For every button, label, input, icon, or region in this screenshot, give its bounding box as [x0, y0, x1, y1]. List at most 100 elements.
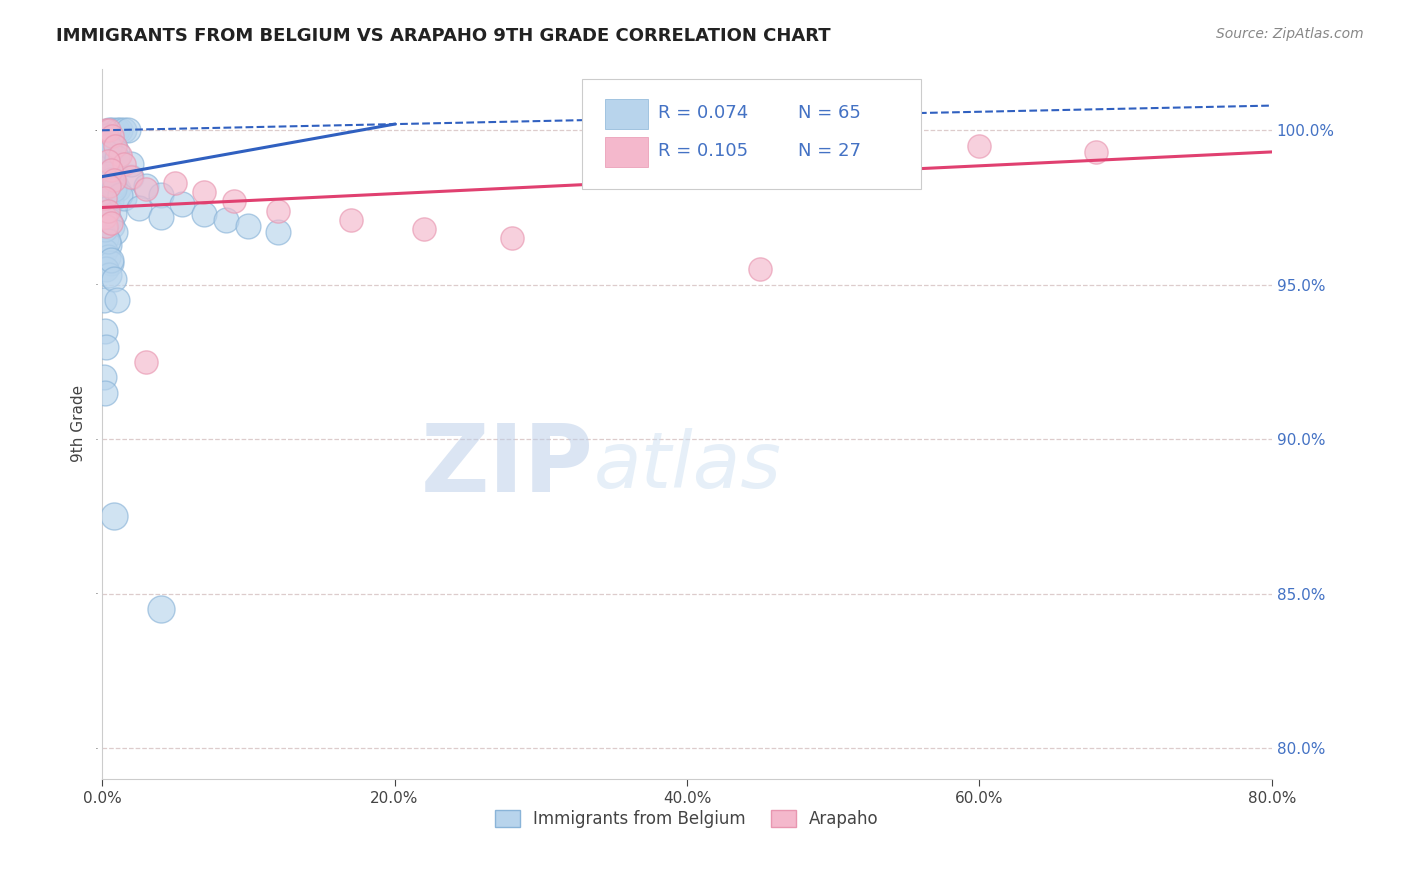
Text: R = 0.074: R = 0.074: [658, 103, 748, 121]
Point: [104, 225, 127, 239]
Point: [96, 188, 118, 202]
Point: [100, 194, 122, 209]
FancyBboxPatch shape: [605, 99, 648, 129]
Point: [193, 185, 215, 199]
FancyBboxPatch shape: [605, 137, 648, 168]
Point: [97, 235, 120, 249]
Point: [112, 123, 135, 137]
Point: [105, 151, 128, 165]
Point: [193, 207, 215, 221]
Point: [120, 169, 142, 184]
FancyBboxPatch shape: [582, 79, 921, 189]
Point: [339, 212, 361, 227]
Point: [94, 324, 117, 338]
Point: [104, 138, 127, 153]
Point: [101, 123, 124, 137]
Point: [135, 178, 157, 193]
Point: [103, 172, 125, 186]
Point: [149, 602, 172, 616]
Text: ZIP: ZIP: [420, 420, 593, 512]
Point: [98, 123, 121, 137]
Point: [172, 197, 194, 211]
Point: [96, 129, 118, 144]
Point: [96, 339, 118, 353]
Text: N = 65: N = 65: [799, 103, 860, 121]
Text: atlas: atlas: [593, 428, 782, 504]
Point: [97, 201, 120, 215]
Point: [98, 237, 121, 252]
Point: [100, 169, 122, 184]
Point: [94, 244, 117, 258]
Point: [100, 163, 122, 178]
Point: [149, 210, 172, 224]
Point: [100, 253, 122, 268]
Point: [969, 138, 991, 153]
Point: [98, 163, 121, 178]
Point: [117, 123, 139, 137]
Point: [101, 129, 124, 144]
Point: [749, 262, 772, 277]
Point: [222, 194, 245, 209]
Point: [101, 219, 124, 233]
Point: [97, 250, 120, 264]
Point: [101, 169, 124, 184]
Point: [96, 231, 118, 245]
Point: [100, 136, 122, 150]
Point: [266, 203, 288, 218]
Text: IMMIGRANTS FROM BELGIUM VS ARAPAHO 9TH GRADE CORRELATION CHART: IMMIGRANTS FROM BELGIUM VS ARAPAHO 9TH G…: [56, 27, 831, 45]
Point: [135, 182, 157, 196]
Point: [103, 207, 125, 221]
Point: [103, 138, 125, 153]
Point: [105, 123, 128, 137]
Point: [103, 271, 125, 285]
Text: Source: ZipAtlas.com: Source: ZipAtlas.com: [1216, 27, 1364, 41]
Point: [112, 191, 135, 205]
Point: [100, 256, 122, 270]
Point: [97, 154, 120, 169]
Point: [120, 157, 142, 171]
Point: [103, 178, 125, 193]
Point: [98, 138, 121, 153]
Point: [108, 148, 131, 162]
Point: [94, 148, 117, 162]
Point: [100, 216, 122, 230]
Point: [93, 293, 115, 308]
Point: [98, 178, 121, 193]
Point: [105, 145, 128, 159]
Point: [94, 191, 117, 205]
Point: [266, 225, 288, 239]
Point: [98, 268, 121, 283]
Point: [104, 176, 127, 190]
Point: [215, 212, 238, 227]
Point: [108, 188, 131, 202]
Point: [94, 385, 117, 400]
Point: [97, 157, 120, 171]
Point: [97, 161, 120, 175]
Point: [120, 169, 142, 184]
Point: [96, 219, 118, 233]
Legend: Immigrants from Belgium, Arapaho: Immigrants from Belgium, Arapaho: [488, 803, 886, 835]
Point: [98, 212, 121, 227]
Point: [96, 154, 118, 169]
Point: [165, 176, 187, 190]
Point: [149, 188, 172, 202]
Point: [412, 222, 434, 236]
Point: [501, 231, 523, 245]
Point: [94, 151, 117, 165]
Point: [107, 182, 129, 196]
Point: [97, 203, 120, 218]
Text: N = 27: N = 27: [799, 142, 860, 160]
Point: [108, 123, 131, 137]
Point: [103, 182, 125, 196]
Point: [97, 167, 120, 181]
Point: [105, 293, 128, 308]
Y-axis label: 9th Grade: 9th Grade: [72, 385, 86, 462]
Point: [96, 262, 118, 277]
Point: [98, 123, 121, 137]
Point: [238, 219, 260, 233]
Point: [96, 123, 118, 137]
Point: [112, 157, 135, 171]
Point: [93, 370, 115, 384]
Point: [94, 210, 117, 224]
Point: [96, 145, 118, 159]
